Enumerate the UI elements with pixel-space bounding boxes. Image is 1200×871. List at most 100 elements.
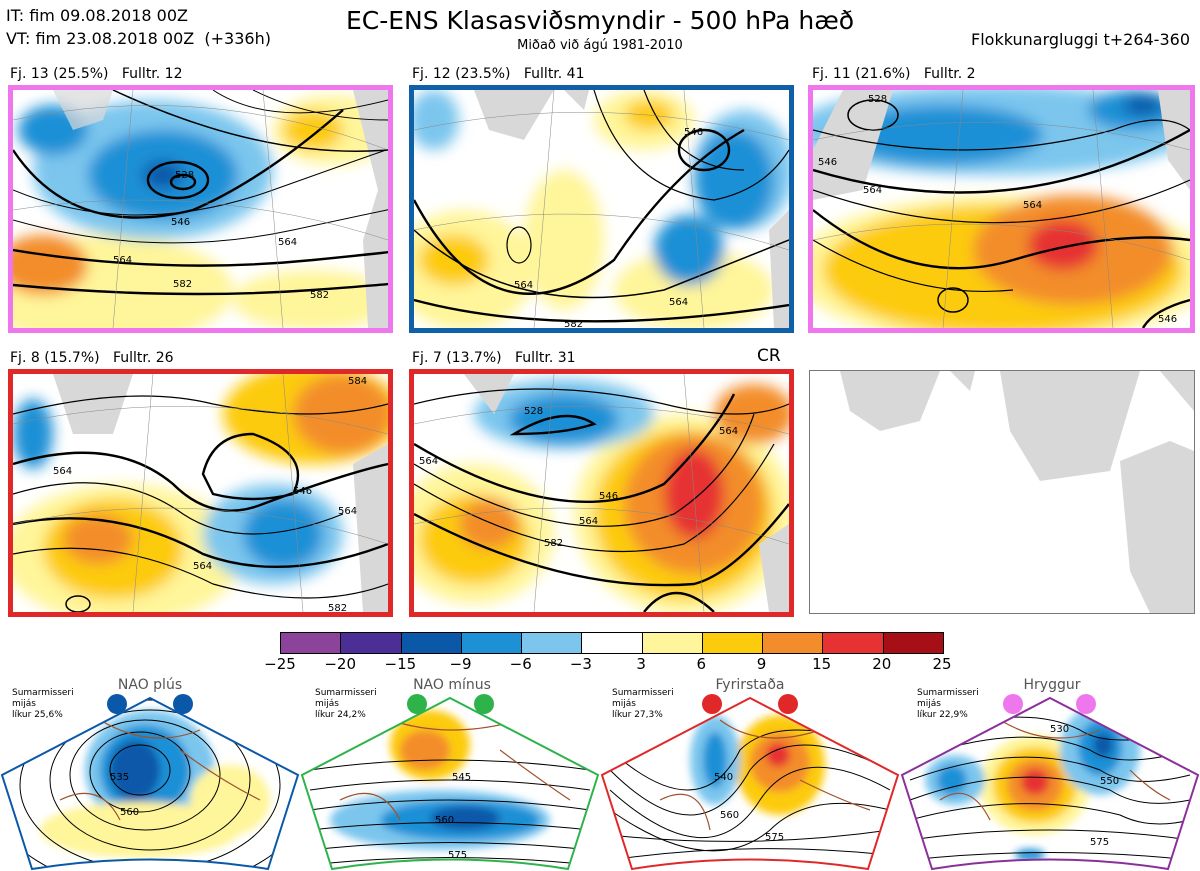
contour-label: 560 (435, 815, 454, 826)
contour-label: 582 (564, 319, 583, 328)
contour-label: 546 (1158, 314, 1177, 325)
regime-map-plot: 535 560 (0, 696, 300, 871)
colorbar-tick: 6 (696, 655, 707, 673)
contour-label: 564 (419, 456, 438, 467)
cluster-label: Fj. 11 (21.6%) Fulltr. 2 (812, 66, 976, 82)
colorbar-tick: 15 (812, 655, 832, 673)
regime-map-plot: 540 560 575 (600, 696, 900, 871)
colorbar-ticks: −25 −20 −15 −9 −6 −3 3 6 9 15 20 25 (264, 655, 951, 675)
regime-marker-icon (474, 694, 494, 714)
colorbar (280, 632, 944, 654)
colorbar-bin (522, 633, 583, 653)
regime-map-blocking[interactable]: 540 560 575 (600, 690, 900, 871)
contour-label: 575 (765, 832, 784, 843)
contour-label: 564 (863, 185, 882, 196)
contour-label: 582 (310, 290, 329, 301)
regime-map-nao-plus[interactable]: 535 560 (0, 690, 300, 871)
contour-label: 564 (514, 280, 533, 291)
contour-label: 575 (448, 850, 467, 861)
contour-label: 528 (524, 406, 543, 417)
cluster-map-4[interactable]: 564 564 546 564 584 582 (8, 369, 393, 617)
colorbar-tick: 20 (872, 655, 892, 673)
contour-label: 564 (719, 426, 738, 437)
regime-note: Sumarmisseri mijás líkur 24,2% (315, 688, 377, 720)
regime-map-nao-minus[interactable]: 545 560 575 (300, 690, 600, 871)
contour-label: 546 (293, 486, 312, 497)
contour-label: 528 (868, 94, 887, 105)
base-map (809, 370, 1195, 614)
contour-label: 564 (338, 506, 357, 517)
climatology-tag: CR (757, 346, 781, 366)
contour-label: 564 (193, 561, 212, 572)
regime-map-ridge[interactable]: 530 550 575 (900, 690, 1200, 871)
contour-label: 564 (1023, 200, 1042, 211)
contour-label: 582 (173, 279, 192, 290)
regime-name: Fyrirstaða (715, 677, 785, 693)
page-subtitle: Miðað við ágú 1981-2010 (517, 38, 683, 53)
colorbar-tick: −6 (509, 655, 532, 673)
contour-label: 564 (113, 255, 132, 266)
valid-time: VT: fim 23.08.2018 00Z (+336h) (6, 29, 271, 48)
colorbar-bin (582, 633, 643, 653)
contour-label: 582 (544, 538, 563, 549)
init-time: IT: fim 09.08.2018 00Z (6, 6, 188, 25)
regime-note: Sumarmisseri mijás líkur 25,6% (12, 688, 74, 720)
contour-label: 564 (579, 516, 598, 527)
contour-label: 546 (599, 491, 618, 502)
regime-marker-icon (702, 694, 722, 714)
cluster-map-5-plot: 528 564 564 546 564 582 (414, 374, 789, 612)
cluster-label: Fj. 8 (15.7%) Fulltr. 26 (10, 350, 174, 366)
colorbar-tick: −9 (449, 655, 472, 673)
colorbar-tick: −25 (264, 655, 296, 673)
regime-name: NAO mínus (413, 677, 491, 693)
contour-label: 564 (669, 297, 688, 308)
regime-marker-icon (173, 694, 193, 714)
contour-label: 560 (720, 810, 739, 821)
cluster-map-3[interactable]: 528 546 564 564 546 (808, 85, 1195, 333)
cluster-label: Fj. 12 (23.5%) Fulltr. 41 (412, 66, 585, 82)
regime-name: Hryggur (1023, 677, 1081, 693)
colorbar-bin (702, 633, 764, 653)
page-title: EC-ENS Klasasviðsmyndir - 500 hPa hæð (345, 6, 855, 35)
regime-name: NAO plús (117, 677, 183, 693)
contour-label: 564 (278, 237, 297, 248)
contour-label: 584 (348, 376, 367, 387)
contour-label: 540 (714, 772, 733, 783)
contour-label: 545 (452, 772, 471, 783)
cluster-map-3-plot: 528 546 564 564 546 (813, 90, 1190, 328)
cluster-map-5[interactable]: 528 564 564 546 564 582 (409, 369, 794, 617)
colorbar-tick: −15 (384, 655, 417, 673)
contour-label: 564 (53, 466, 72, 477)
contour-label: 546 (818, 157, 837, 168)
regime-marker-icon (407, 694, 427, 714)
cluster-label: Fj. 7 (13.7%) Fulltr. 31 (412, 350, 576, 366)
cluster-map-1[interactable]: 528 546 564 582 582 564 (8, 85, 393, 333)
colorbar-tick: 3 (636, 655, 646, 673)
cluster-map-4-plot: 564 564 546 564 584 582 (13, 374, 388, 612)
colorbar-bin (763, 633, 824, 653)
regime-marker-icon (778, 694, 798, 714)
contour-label: 546 (171, 217, 190, 228)
contour-label: 550 (1100, 776, 1119, 787)
cluster-label: Fj. 13 (25.5%) Fulltr. 12 (10, 66, 183, 82)
colorbar-tick: −3 (569, 655, 592, 673)
cluster-map-1-plot: 528 546 564 582 582 564 (13, 90, 388, 328)
contour-label: 530 (1050, 724, 1069, 735)
base-map-plot (840, 371, 1194, 613)
regime-map-plot: 530 550 575 (900, 696, 1200, 871)
colorbar-bin (883, 633, 943, 653)
contour-label: 546 (684, 127, 703, 138)
colorbar-tick: −20 (324, 655, 356, 673)
regime-marker-icon (107, 694, 127, 714)
cluster-map-2-plot: 546 564 564 582 (414, 90, 789, 328)
colorbar-bin (642, 633, 703, 653)
regime-map-plot: 545 560 575 (300, 696, 600, 871)
regime-note: Sumarmisseri mijás líkur 22,9% (917, 688, 979, 720)
cluster-map-2[interactable]: 546 564 564 582 (409, 85, 794, 333)
contour-label: 575 (1090, 837, 1109, 848)
colorbar-bin (823, 633, 884, 653)
contour-label: 582 (328, 603, 347, 612)
regime-marker-icon (1076, 694, 1096, 714)
cluster-window: Flokkunargluggi t+264-360 (971, 30, 1190, 49)
contour-label: 535 (110, 772, 129, 783)
